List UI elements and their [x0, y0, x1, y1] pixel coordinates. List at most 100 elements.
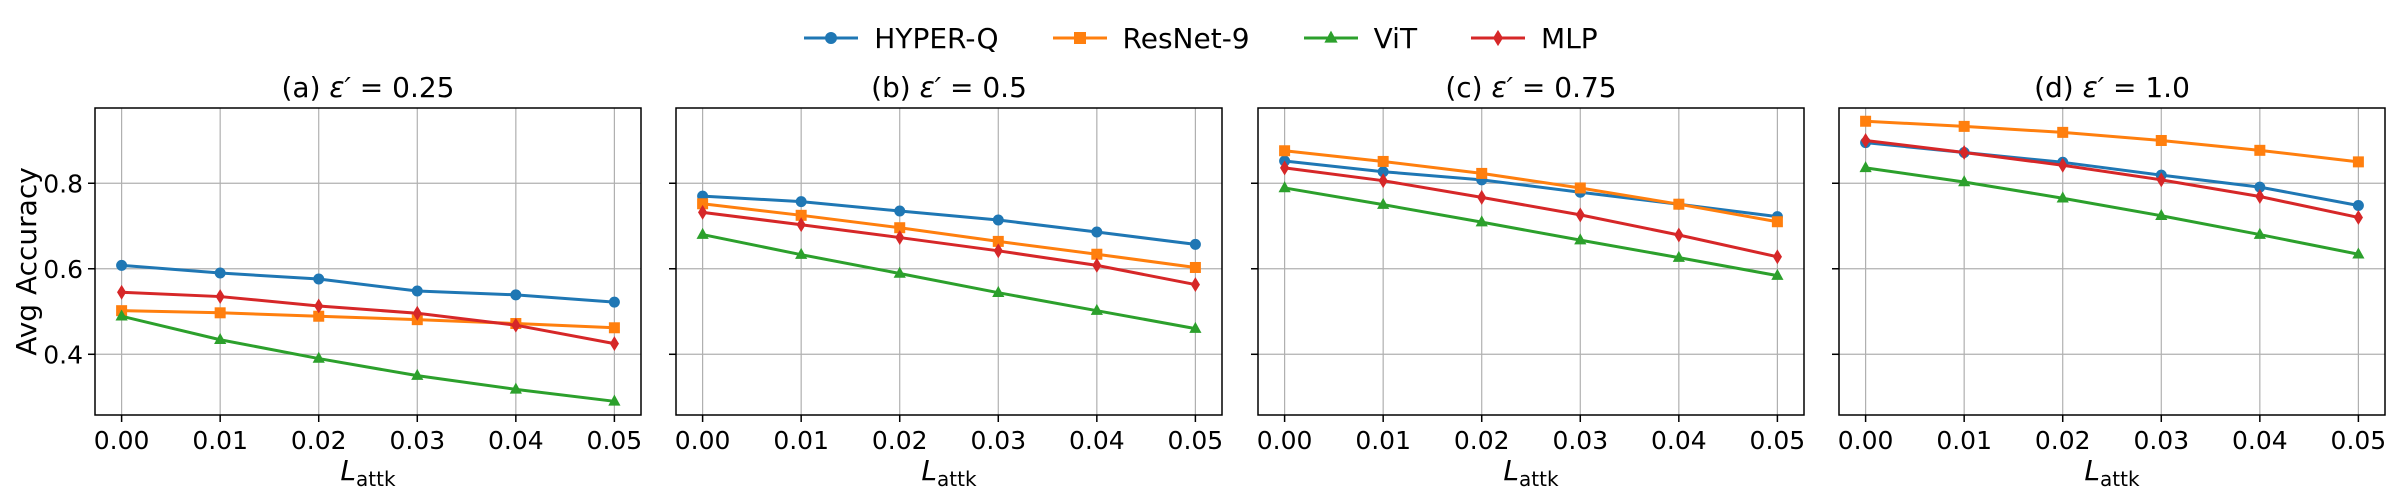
data-point-hyper-q-3	[411, 285, 423, 297]
series-hyper-q	[116, 259, 620, 308]
data-point-resnet-9-5	[1189, 261, 1201, 273]
data-point-resnet-9-3	[1574, 182, 1586, 194]
data-point-hyper-q-1	[795, 196, 807, 208]
series-line-vit	[1284, 186, 1778, 278]
panel-title: (b) ε′ = 0.5	[871, 71, 1027, 104]
x-tick-label-3: 0.03	[1552, 426, 1608, 455]
data-point-vit-4	[1672, 250, 1685, 262]
x-axis-label-sub: attk	[937, 467, 977, 491]
x-tick-label-5: 0.05	[1168, 426, 1224, 455]
legend-entry-mlp: MLP	[1469, 22, 1598, 55]
series-line-mlp	[1865, 139, 2359, 219]
series-line-mlp	[702, 210, 1196, 287]
panel-title: (d) ε′ = 1.0	[2034, 71, 2190, 104]
series-line-mlp	[1284, 166, 1778, 259]
x-tick-label-4: 0.04	[488, 426, 544, 455]
data-point-mlp-4	[511, 317, 521, 333]
data-point-vit-0	[1859, 161, 1872, 173]
data-point-mlp-5	[609, 336, 619, 352]
legend-marker-hyper-q	[825, 32, 838, 44]
series-mlp	[117, 284, 619, 352]
x-tick-label-4: 0.04	[2232, 426, 2288, 455]
y-tick-label-1: 0.6	[43, 255, 83, 284]
data-point-hyper-q-3	[992, 214, 1004, 226]
data-point-hyper-q-0	[116, 259, 128, 271]
data-point-vit-4	[2253, 227, 2266, 239]
legend-marker-mlp	[1493, 29, 1504, 47]
data-point-resnet-9-4	[1673, 198, 1685, 210]
x-tick-label-2: 0.02	[291, 426, 347, 455]
data-point-resnet-9-5	[2352, 156, 2364, 168]
data-point-hyper-q-4	[1091, 226, 1103, 238]
panel-title: (a) ε′ = 0.25	[281, 71, 454, 104]
x-tick-label-1: 0.01	[1936, 426, 1992, 455]
data-point-resnet-9-5	[1771, 216, 1783, 228]
data-point-vit-0	[1278, 181, 1291, 193]
series-line-resnet-9	[121, 309, 615, 330]
y-tick-label-2: 0.8	[43, 169, 83, 198]
legend: HYPER-Q ResNet-9 ViT MLP	[0, 14, 2400, 62]
data-point-vit-5	[608, 394, 621, 406]
legend-marker-resnet-9	[1073, 32, 1086, 44]
x-tick-label-5: 0.05	[1750, 426, 1806, 455]
data-point-mlp-3	[993, 243, 1003, 259]
data-point-vit-3	[1574, 233, 1587, 245]
x-tick-label-1: 0.01	[192, 426, 248, 455]
data-point-hyper-q-2	[894, 205, 906, 217]
series-line-hyper-q	[121, 263, 615, 304]
y-tick-label-0: 0.4	[43, 340, 83, 369]
legend-label-mlp: MLP	[1541, 21, 1598, 55]
data-point-hyper-q-5	[1189, 238, 1201, 250]
panel-d: 0.00 0.01 0.02 0.03 0.04 0.05 (d) ε′ = 1.0 Latt…	[1832, 71, 2386, 491]
legend-entry-vit: ViT	[1302, 22, 1417, 55]
x-tick-label-2: 0.02	[1454, 426, 1510, 455]
axes-frame	[94, 107, 642, 416]
x-tick-label-3: 0.03	[2133, 426, 2189, 455]
data-point-hyper-q-2	[313, 273, 325, 285]
data-point-mlp-1	[215, 289, 225, 305]
data-point-resnet-9-4	[2254, 144, 2266, 156]
data-point-resnet-9-2	[2057, 126, 2069, 138]
data-point-mlp-4	[2255, 189, 2265, 204]
legend-entry-hyper-q: HYPER-Q	[802, 21, 999, 55]
legend-label-resnet-9: ResNet-9	[1122, 21, 1250, 55]
data-point-mlp-3	[1575, 207, 1585, 223]
data-point-vit-3	[992, 285, 1005, 297]
data-point-vit-2	[893, 266, 906, 278]
panel-title: (c) ε′ = 0.75	[1445, 71, 1616, 104]
panel-title-symbol: ε′	[2083, 71, 2105, 104]
series-vit	[1278, 181, 1784, 280]
data-point-resnet-9-1	[1958, 120, 1970, 132]
series-hyper-q	[1279, 155, 1783, 223]
data-point-hyper-q-5	[2352, 199, 2364, 211]
data-point-vit-1	[1958, 175, 1971, 187]
data-point-mlp-1	[1959, 145, 1969, 160]
legend-entry-resnet-9: ResNet-9	[1051, 22, 1250, 55]
data-point-resnet-9-5	[608, 322, 620, 334]
data-point-hyper-q-5	[608, 296, 620, 308]
data-point-mlp-0	[1861, 133, 1871, 148]
panel-b: 0.00 0.01 0.02 0.03 0.04 0.05 (b) ε′ = 0.5 Latt…	[669, 71, 1223, 491]
data-point-vit-0	[115, 309, 128, 321]
data-point-vit-1	[795, 247, 808, 259]
data-point-hyper-q-1	[214, 267, 226, 279]
series-line-resnet-9	[1865, 119, 2359, 164]
data-point-vit-2	[1475, 215, 1488, 227]
panel-title-suffix: = 0.75	[1513, 71, 1617, 104]
series-mlp	[1280, 160, 1782, 265]
data-point-mlp-2	[1477, 189, 1487, 205]
panel-title-suffix: = 0.25	[351, 71, 455, 104]
x-tick-label-2: 0.02	[2035, 426, 2091, 455]
data-point-mlp-0	[1280, 160, 1290, 176]
x-axis-label-sub: attk	[356, 467, 396, 491]
data-point-vit-2	[312, 351, 325, 363]
data-point-vit-0	[696, 227, 709, 239]
x-axis-label: Lattk	[1503, 454, 1559, 491]
series-line-vit	[121, 314, 615, 403]
data-point-mlp-5	[1772, 249, 1782, 265]
panel-title-prefix: (b)	[871, 71, 920, 104]
legend-marker-vit	[1324, 30, 1338, 43]
data-point-mlp-4	[1674, 227, 1684, 243]
x-tick-label-5: 0.05	[587, 426, 643, 455]
legend-label-hyper-q: HYPER-Q	[874, 21, 999, 55]
